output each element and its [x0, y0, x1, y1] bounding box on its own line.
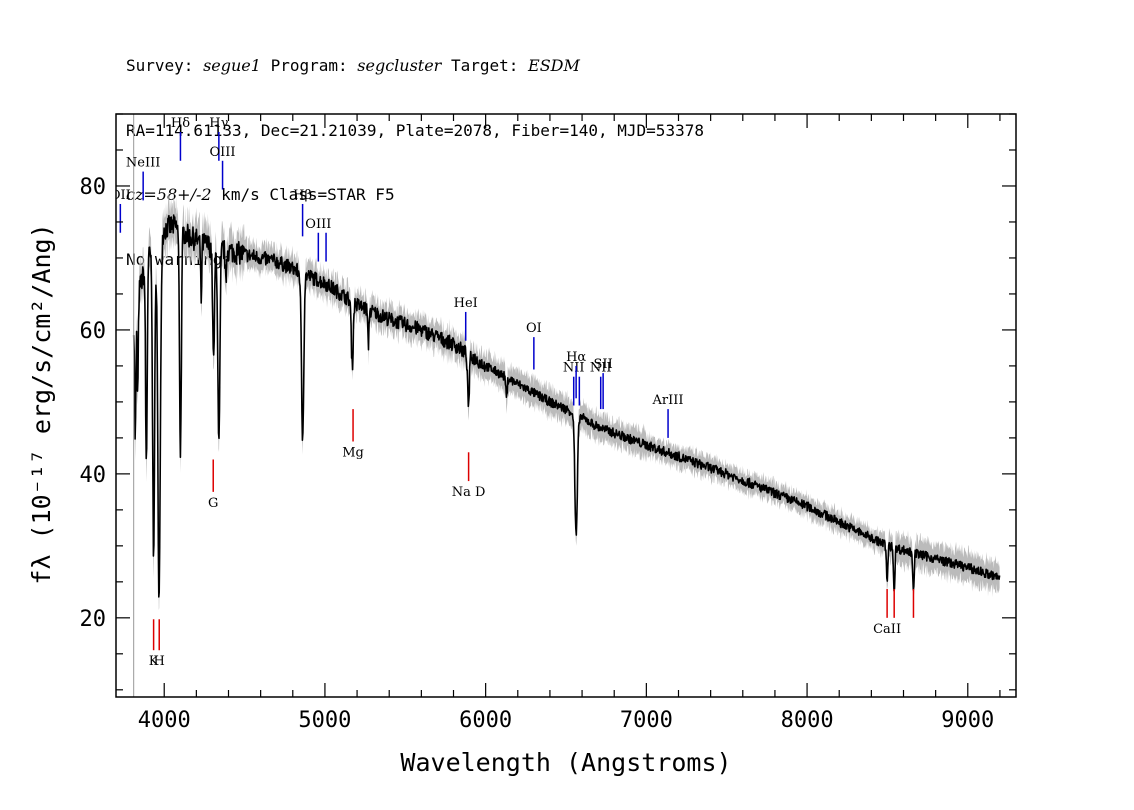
emission-line-h: Hα — [566, 350, 586, 399]
emission-line-label: Hδ — [171, 116, 190, 131]
plot-frame — [115, 113, 1017, 698]
emission-line-oi: OI — [526, 321, 542, 370]
emission-line-label: Hβ — [293, 188, 312, 203]
emission-line-h: Hγ — [209, 116, 229, 161]
absorption-line-label: Na D — [452, 485, 486, 500]
axes: 4000 5000 6000 7000 8000 9000 20 40 60 80 — [80, 113, 1017, 733]
y-tick-label: 80 — [80, 175, 107, 200]
absorption-line-caii: CaII — [873, 589, 901, 637]
spectrum-line — [132, 214, 1001, 598]
survey-label: Survey: — [126, 56, 204, 75]
emission-line-sii: SII — [594, 357, 613, 410]
y-tick-label: 60 — [80, 319, 107, 344]
emission-line-label: OII — [110, 188, 131, 203]
header-line-coords: RA=114.61133, Dec=21.21039, Plate=2078, … — [126, 120, 704, 140]
class-value: km/s Class=STAR F5 — [211, 185, 395, 204]
emission-line-oiii: OIII — [305, 217, 331, 262]
x-tick-label: 9000 — [941, 708, 994, 733]
x-tick-label: 6000 — [459, 708, 512, 733]
absorption-line-h: H — [154, 619, 165, 669]
absorption-line-g: G — [208, 459, 218, 511]
emission-line-label: SII — [594, 357, 613, 372]
program-value: segcluster — [357, 56, 442, 75]
spectrum-series — [132, 114, 1001, 697]
x-axis-label: Wavelength (Angstroms) — [400, 748, 731, 777]
spectrum-header: Survey: segue1 Program: segcluster Targe… — [126, 12, 704, 292]
survey-value: segue1 — [203, 56, 261, 75]
emission-line-label: OI — [526, 321, 542, 336]
emission-line-nii: NII — [590, 361, 612, 410]
emission-line-label: Hα — [566, 350, 586, 365]
header-line-survey: Survey: segue1 Program: segcluster Targe… — [126, 55, 704, 77]
absorption-line-label: CaII — [873, 622, 901, 637]
header-line-class: cz=58+/-2 km/s Class=STAR F5 — [126, 184, 704, 206]
emission-line-nii: NII — [563, 361, 585, 406]
x-tick-label: 4000 — [138, 708, 191, 733]
error-band — [133, 190, 1000, 611]
x-tick-label: 8000 — [781, 708, 834, 733]
absorption-line-label: G — [208, 496, 218, 511]
emission-line-label: NeIII — [126, 156, 160, 171]
emission-line-hei: HeI — [454, 296, 478, 341]
emission-line-oii: OII — [110, 188, 131, 233]
emission-line-label: HeI — [454, 296, 478, 311]
emission-line-neiii: NeIII — [126, 156, 160, 201]
target-value: ESDM — [528, 56, 580, 75]
emission-line-h: Hβ — [293, 188, 312, 237]
absorption-line-nad: Na D — [452, 452, 486, 500]
emission-line-label: ArIII — [652, 393, 684, 408]
emission-line-label: OIII — [210, 145, 236, 160]
absorption-line-label: K — [149, 654, 159, 669]
x-tick-label: 7000 — [620, 708, 673, 733]
target-label: Target: — [441, 56, 529, 75]
y-axis-label: fλ (10⁻¹⁷ erg/s/cm²/Ang) — [27, 223, 56, 584]
program-label: Program: — [260, 56, 358, 75]
y-tick-label: 20 — [80, 607, 107, 632]
emission-line-label: NII — [590, 361, 612, 376]
error-band-area — [133, 190, 1000, 611]
emission-line-oiii: OIII — [210, 145, 236, 190]
x-tick-label: 5000 — [298, 708, 351, 733]
emission-line-label: OIII — [305, 217, 331, 232]
emission-line-ariii: ArIII — [652, 393, 684, 438]
emission-line-label: Hγ — [209, 116, 228, 131]
absorption-line-label: Mg — [342, 445, 364, 460]
emission-line-label: NII — [563, 361, 585, 376]
absorption-line-label: H — [154, 654, 165, 669]
y-tick-label: 40 — [80, 463, 107, 488]
emission-line-h: Hδ — [171, 116, 190, 161]
absorption-line-k: K — [149, 619, 159, 669]
absorption-line-mg: Mg — [342, 409, 364, 460]
